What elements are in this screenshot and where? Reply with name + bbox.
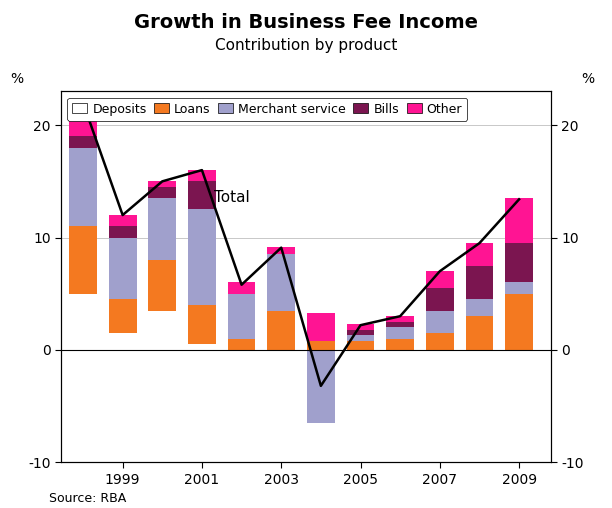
Bar — [346, 335, 375, 341]
Bar — [506, 198, 533, 243]
Bar — [267, 246, 295, 255]
Legend: Deposits, Loans, Merchant service, Bills, Other: Deposits, Loans, Merchant service, Bills… — [67, 98, 467, 121]
Bar — [109, 333, 136, 350]
Bar — [228, 294, 255, 339]
Bar — [149, 310, 176, 350]
Bar — [69, 136, 97, 148]
Bar — [149, 198, 176, 260]
Bar — [506, 282, 533, 294]
Bar — [346, 330, 375, 335]
Bar — [426, 288, 453, 310]
Bar — [188, 344, 216, 350]
Bar — [267, 255, 295, 310]
Bar — [109, 226, 136, 238]
Bar — [307, 313, 335, 341]
Bar — [506, 350, 533, 351]
Bar — [188, 181, 216, 209]
Bar — [346, 324, 375, 330]
Bar — [188, 209, 216, 305]
Text: Total: Total — [214, 189, 250, 205]
Bar — [426, 333, 453, 350]
Bar — [466, 243, 493, 266]
Bar — [386, 339, 414, 350]
Bar — [228, 350, 255, 352]
Bar — [506, 243, 533, 282]
Text: Source: RBA: Source: RBA — [49, 492, 126, 505]
Bar — [426, 310, 453, 333]
Bar — [109, 299, 136, 333]
Bar — [109, 238, 136, 299]
Bar — [386, 328, 414, 339]
Bar — [188, 170, 216, 181]
Bar — [109, 215, 136, 226]
Bar — [466, 299, 493, 316]
Bar — [466, 266, 493, 299]
Text: %: % — [10, 72, 24, 86]
Bar — [149, 181, 176, 187]
Text: Contribution by product: Contribution by product — [215, 38, 397, 53]
Bar — [228, 282, 255, 294]
Bar — [228, 339, 255, 350]
Bar — [386, 316, 414, 322]
Bar — [267, 310, 295, 350]
Bar — [386, 322, 414, 328]
Bar — [426, 271, 453, 288]
Text: %: % — [581, 72, 594, 86]
Bar — [307, 350, 335, 423]
Bar — [346, 341, 375, 350]
Bar — [69, 294, 97, 350]
Bar — [466, 316, 493, 350]
Bar — [149, 260, 176, 310]
Bar — [267, 350, 295, 351]
Bar — [149, 187, 176, 198]
Bar — [188, 305, 216, 344]
Bar — [307, 341, 335, 350]
Bar — [69, 148, 97, 226]
Bar — [69, 103, 97, 136]
Bar — [506, 294, 533, 350]
Bar — [346, 350, 375, 351]
Bar — [69, 226, 97, 294]
Text: Growth in Business Fee Income: Growth in Business Fee Income — [134, 13, 478, 31]
